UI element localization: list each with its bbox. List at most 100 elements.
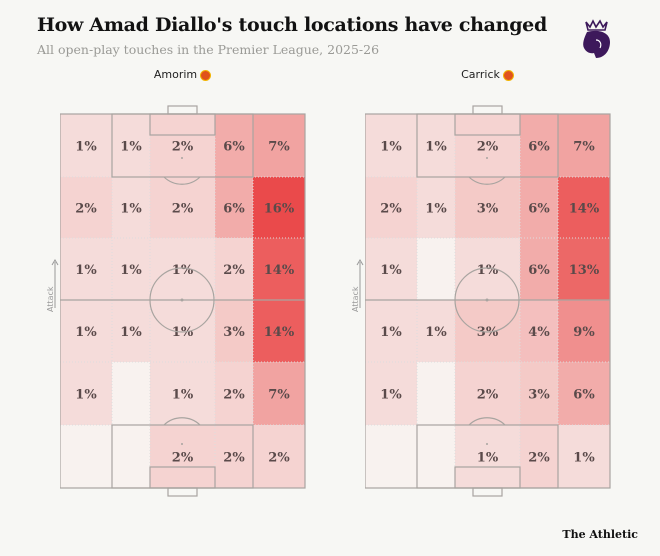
heatmap-cell [253,425,305,488]
cell-label: 7% [573,140,595,155]
goal [472,487,503,497]
carrick-label: Carrick [461,68,500,81]
cell-label: 1% [380,325,402,340]
penalty-spot [486,157,488,159]
heatmap-cell [417,177,455,238]
cell-label: 4% [528,325,550,340]
amorim-label: Amorim [153,68,198,81]
cell-label: 1% [75,140,97,155]
heatmap-cell [558,300,610,362]
heatmap-cell [60,362,112,425]
penalty-arc [468,176,506,185]
cell-label: 2% [477,388,499,403]
heatmap-cell [365,238,417,300]
cell-label: 1% [425,140,447,155]
cell-label: 2% [172,451,194,466]
heatmap-cell [558,177,610,238]
heatmap-cell [455,177,520,238]
cell-label: 9% [573,325,595,340]
heatmap-cell [520,300,558,362]
attack-arrow-icon [356,259,364,308]
premier-league-lion-icon [583,19,610,58]
heatmap-cell [520,425,558,488]
heatmap-cell [215,362,253,425]
heatmap-cell [455,362,520,425]
heatmap-cell [455,114,520,177]
cell-label: 1% [120,263,142,278]
heatmap-cell [365,300,417,362]
heatmap-cell [520,362,558,425]
cell-label: 1% [380,388,402,403]
heatmap-cell [150,114,215,177]
cell-label: 16% [264,202,295,217]
cell-label: 2% [268,451,290,466]
goal [472,105,503,115]
carrick-pitch: 1% 1% 2% 6% 7% 2% 1% 3% 6% 14% 1% 1% 6% 13% 1% 1% 3% 4% 9%… [365,105,611,497]
penalty-spot [486,443,488,445]
cell-label: 6% [528,140,550,155]
cell-label: 1% [75,263,97,278]
cell-label: 3% [528,388,550,403]
chart-title: How Amad Diallo's touch locations have c… [37,14,547,36]
heatmap-cell [365,362,417,425]
heatmap-cell [150,362,215,425]
cell-label: 6% [223,140,245,155]
cell-label: 2% [172,140,194,155]
penalty-spot [181,443,183,445]
heatmap-cell [365,114,417,177]
heatmap-cell [520,177,558,238]
attack-arrow-icon [51,259,59,308]
heatmap-cell [520,238,558,300]
cell-label: 2% [223,263,245,278]
cell-label: 1% [425,202,447,217]
goal [167,105,198,115]
cell-label: 14% [569,202,600,217]
cell-label: 1% [75,325,97,340]
heatmap-cell [558,114,610,177]
cell-label: 1% [120,202,142,217]
heatmap-cell [558,238,610,300]
cell-label: 6% [528,263,550,278]
heatmap-cell [365,425,417,488]
cell-label: 2% [75,202,97,217]
heatmap-cell [60,238,112,300]
heatmap-cell [60,114,112,177]
centre-spot [485,298,489,302]
heatmap-cell [365,177,417,238]
cell-label: 2% [380,202,402,217]
heatmap-cell [112,238,150,300]
cell-label: 2% [477,140,499,155]
heatmap-cell [520,114,558,177]
heatmap-cell [417,300,455,362]
cell-label: 14% [264,263,295,278]
heatmap-cell [417,114,455,177]
penalty-arc [163,417,201,426]
cell-label: 1% [75,388,97,403]
cell-label: 6% [528,202,550,217]
cell-label: 2% [223,451,245,466]
heatmap-cell [558,362,610,425]
heatmap-cell [215,425,253,488]
heatmap-cell [150,425,215,488]
heatmap-cell [112,425,150,488]
heatmap-cell [253,238,305,300]
amorim-pitch: 1% 1% 2% 6% 7% 2% 1% 2% 6% 16% 1% 1% 1% 2% 14% 1% 1% 1% 3%… [60,105,306,497]
centre-circle [454,267,520,333]
heatmap-cell [150,238,215,300]
cell-label: 1% [172,263,194,278]
heatmap-cell [253,177,305,238]
cell-label: 1% [120,140,142,155]
penalty-spot [181,157,183,159]
attack-label: Attack [46,286,55,312]
heatmap-cell [215,300,253,362]
heatmap-cell [253,362,305,425]
cell-label: 2% [172,202,194,217]
heatmap-cell [60,300,112,362]
cell-label: 1% [477,451,499,466]
amorim-title: Amorim [60,68,305,81]
cell-label: 2% [223,388,245,403]
heatmap-cell [150,177,215,238]
cell-label: 3% [477,202,499,217]
heatmap-cell [112,177,150,238]
